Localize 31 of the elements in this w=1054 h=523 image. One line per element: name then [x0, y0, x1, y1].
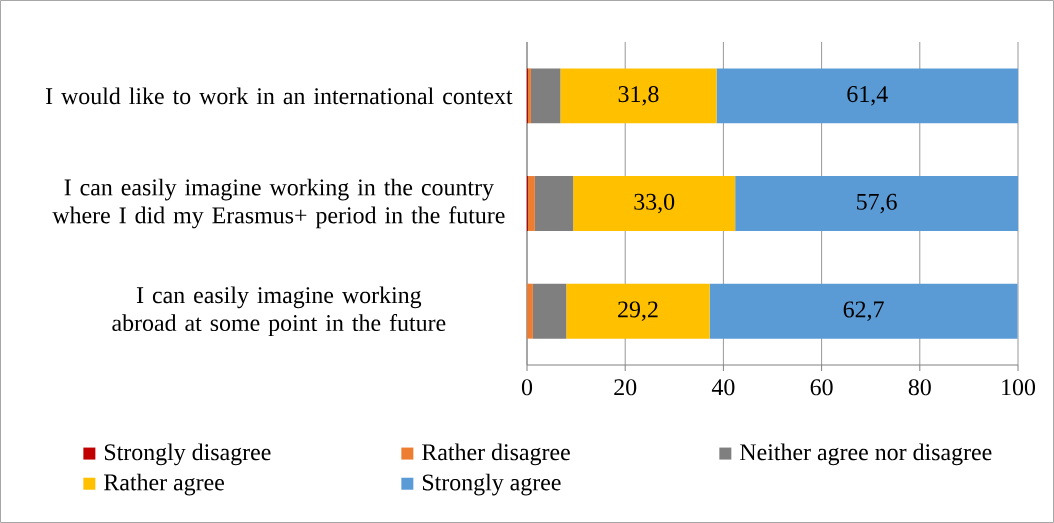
bar — [560, 68, 717, 124]
x-tick-label: 60 — [810, 379, 833, 396]
data-label: 57,6 — [857, 193, 897, 214]
data-label: 29,2 — [618, 301, 658, 321]
bar — [573, 176, 736, 231]
legend-label: Neither agree nor disagree — [740, 443, 992, 466]
x-tick-label: 40 — [711, 379, 735, 396]
x-tick-label: 100 — [1002, 379, 1036, 396]
y-tick-label: I can easily imagine working in the country where I did my Erasmus+ period in the future — [52, 178, 505, 229]
bar — [527, 283, 533, 339]
bar — [527, 176, 535, 231]
y-tick-label: I would like to work in an international context — [45, 87, 513, 105]
bar — [716, 68, 1018, 124]
bar — [530, 68, 561, 124]
legend-label: Rather agree — [104, 473, 224, 496]
bar — [566, 283, 710, 339]
legend-label: Strongly agree — [422, 473, 561, 496]
legend-label: Strongly disagree — [104, 443, 271, 466]
legend-label: Rather disagree — [422, 443, 570, 466]
data-label: 61,4 — [847, 86, 888, 106]
x-tick-label: 80 — [908, 379, 931, 396]
bar — [735, 176, 1018, 231]
bar — [534, 176, 574, 231]
data-label: 33,0 — [634, 193, 675, 214]
y-tick-label: I can easily imagine working abroad at some point in the future — [112, 286, 446, 336]
data-label: 62,7 — [843, 301, 884, 321]
data-label: 31,8 — [618, 86, 659, 106]
bar — [532, 283, 567, 339]
bar — [709, 283, 1018, 339]
x-tick-label: 20 — [614, 379, 637, 396]
x-tick-label: 0 — [521, 379, 533, 396]
